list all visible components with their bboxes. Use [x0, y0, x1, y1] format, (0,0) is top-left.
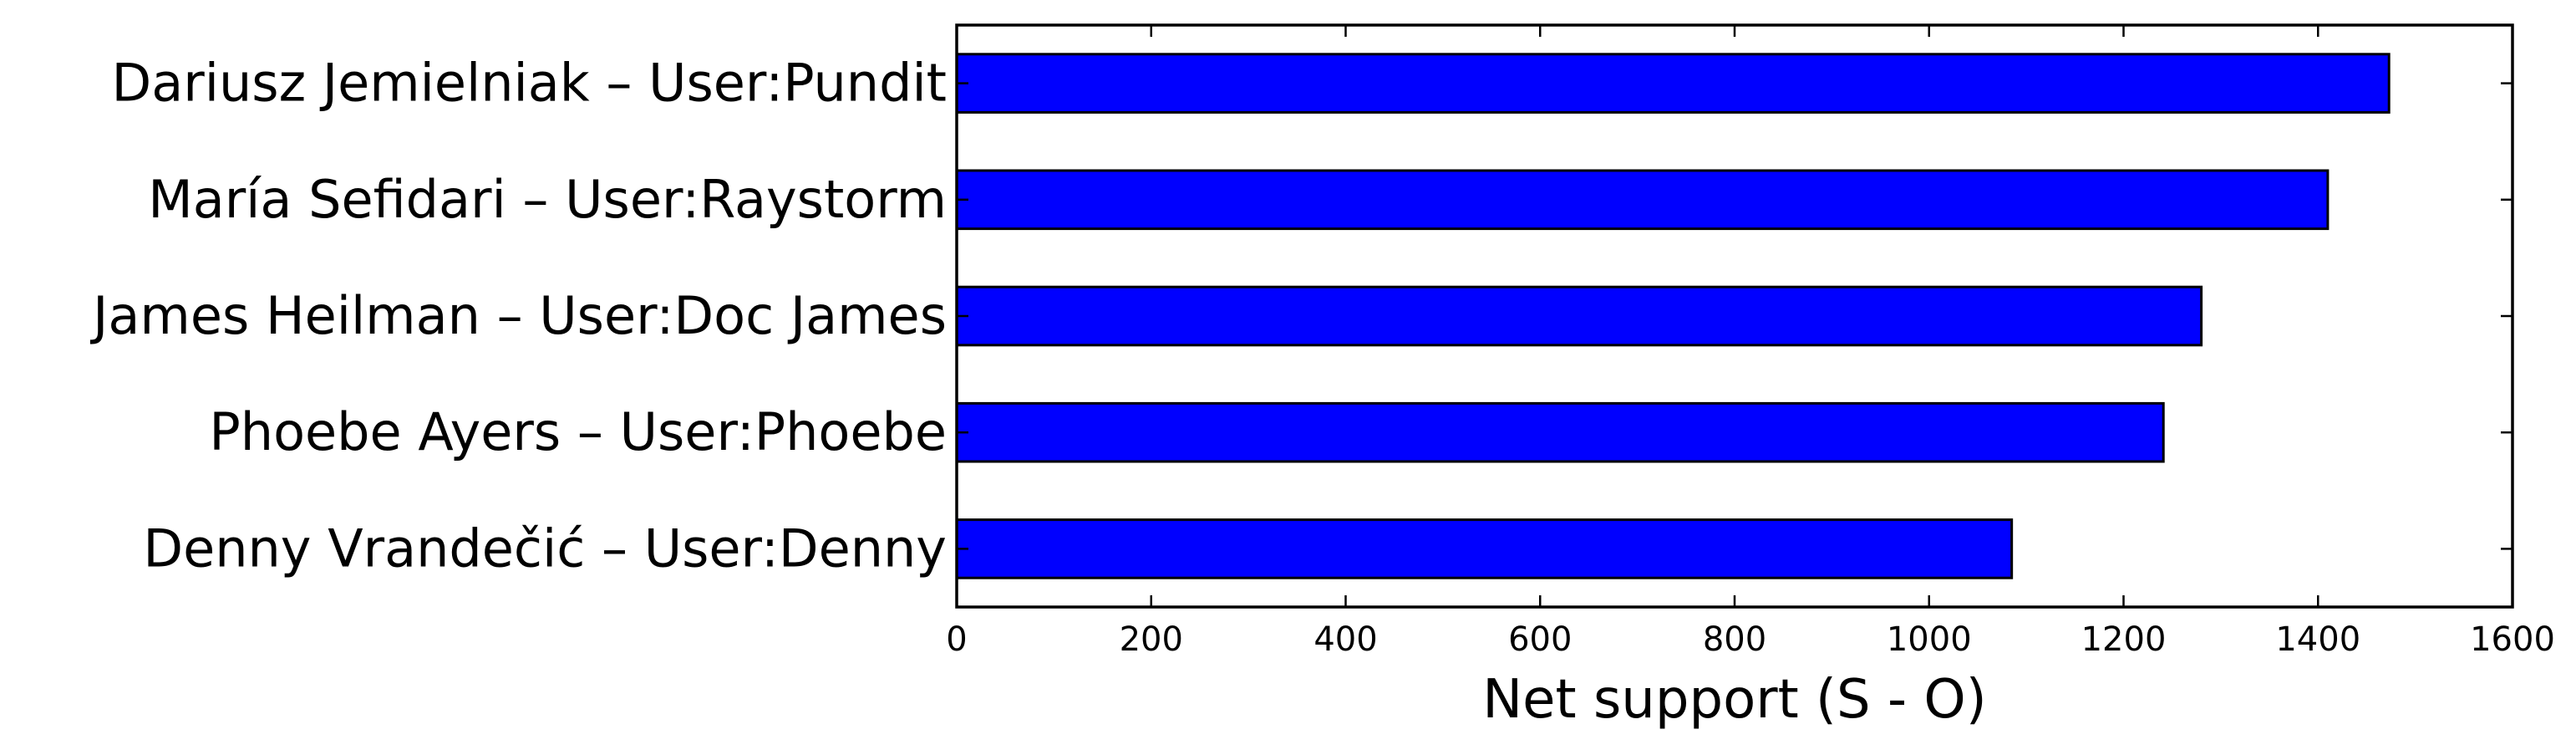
x-tick-labels: 0 200 400 600 800 1000 1200 1400 1600: [946, 620, 2555, 659]
bar: [955, 169, 2330, 231]
bar: [955, 401, 2165, 463]
x-tick-label: 1600: [2470, 620, 2555, 659]
x-tick-label: 800: [1703, 620, 1766, 659]
plot-frame: [955, 23, 2514, 609]
category-label: Phoebe Ayers – User:Phoebe: [209, 401, 947, 462]
bar: [955, 285, 2203, 347]
bars-group: [955, 53, 2391, 579]
x-tick-label: 200: [1120, 620, 1183, 659]
bar: [955, 53, 2391, 114]
x-tick-label: 1000: [1887, 620, 1972, 659]
category-label: James Heilman – User:Doc James: [89, 285, 947, 346]
bar: [955, 518, 2014, 579]
category-label: Denny Vrandečić – User:Denny: [143, 518, 947, 579]
category-label: María Sefidari – User:Raystorm: [148, 169, 947, 230]
category-label: Dariusz Jemielniak – User:Pundit: [112, 53, 947, 114]
x-tick-label: 1400: [2275, 620, 2360, 659]
x-axis-title: Net support (S - O): [1482, 669, 1986, 731]
x-tick-label: 1200: [2081, 620, 2167, 659]
x-tick-label: 400: [1313, 620, 1377, 659]
category-labels: Dariusz Jemielniak – User:Pundit María Se…: [89, 53, 947, 579]
x-tick-label: 600: [1508, 620, 1572, 659]
x-tick-label: 0: [946, 620, 967, 659]
